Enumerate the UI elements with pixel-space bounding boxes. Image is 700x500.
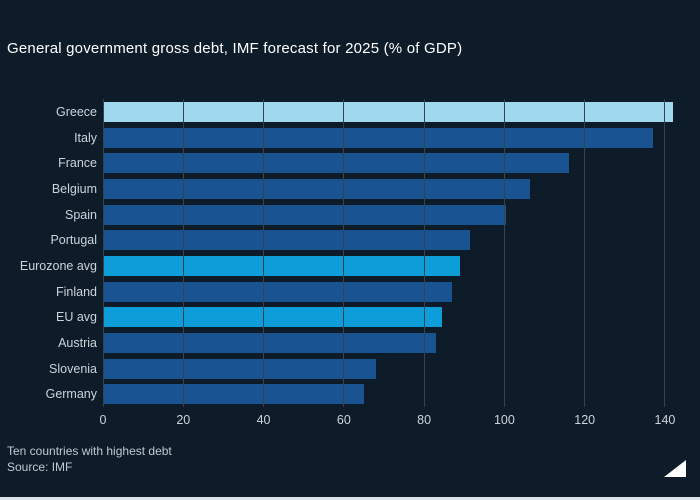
category-label-slovenia: Slovenia — [49, 361, 97, 376]
bar-row — [103, 253, 677, 279]
bar-row — [103, 330, 677, 356]
x-tick-label-100: 100 — [493, 413, 515, 427]
category-label-belgium: Belgium — [51, 181, 97, 196]
category-label-greece: Greece — [56, 104, 97, 119]
x-tick-label-20: 20 — [176, 413, 191, 427]
bar-germany — [103, 384, 364, 405]
ft-logo-triangle — [664, 460, 686, 477]
x-axis: 0 20 40 60 80 100 120 140 — [99, 413, 677, 429]
category-label-austria: Austria — [58, 335, 97, 350]
bar-row — [103, 202, 677, 228]
bar-greece — [103, 101, 673, 122]
bar-row — [103, 227, 677, 253]
x-tick-label-120: 120 — [574, 413, 596, 427]
plot-area — [102, 99, 677, 407]
bar-row — [103, 150, 677, 176]
x-tick-label-0: 0 — [99, 413, 107, 427]
bar-row — [103, 279, 677, 305]
bar-spain — [103, 204, 507, 225]
category-label-france: France — [58, 156, 97, 171]
x-tick-label-80: 80 — [417, 413, 432, 427]
bar-row — [103, 176, 677, 202]
bar-france — [103, 153, 569, 174]
x-tick-label-60: 60 — [336, 413, 351, 427]
chart-note: Ten countries with highest debt — [7, 444, 172, 458]
bar-austria — [103, 332, 437, 353]
category-label-finland: Finland — [56, 284, 97, 299]
bar-finland — [103, 281, 453, 302]
bar-row — [103, 381, 677, 407]
bar-eurozone-avg — [103, 255, 461, 276]
category-label-germany: Germany — [45, 387, 97, 402]
bar-row — [103, 99, 677, 125]
bar-belgium — [103, 178, 531, 199]
category-label-spain: Spain — [65, 207, 97, 222]
bar-row — [103, 356, 677, 382]
bars-container — [103, 99, 677, 407]
category-label-portugal: Portugal — [50, 233, 97, 248]
category-label-eurozone-avg: Eurozone avg — [19, 258, 97, 273]
bar-slovenia — [103, 358, 376, 379]
category-label-eu-avg: EU avg — [56, 310, 97, 325]
bar-eu-avg — [103, 307, 443, 328]
x-tick-label-140: 140 — [654, 413, 676, 427]
bar-row — [103, 125, 677, 151]
chart-title: General government gross debt, IMF forec… — [7, 40, 463, 57]
page-bottom-edge — [0, 497, 700, 500]
chart-source: Source: IMF — [7, 460, 73, 474]
category-label-italy: Italy — [74, 130, 97, 145]
y-axis-labels: Greece Italy France Belgium Spain Portugal Eur… — [0, 99, 97, 407]
x-tick-label-40: 40 — [256, 413, 271, 427]
bar-portugal — [103, 230, 471, 251]
bar-row — [103, 304, 677, 330]
bar-italy — [103, 127, 653, 148]
